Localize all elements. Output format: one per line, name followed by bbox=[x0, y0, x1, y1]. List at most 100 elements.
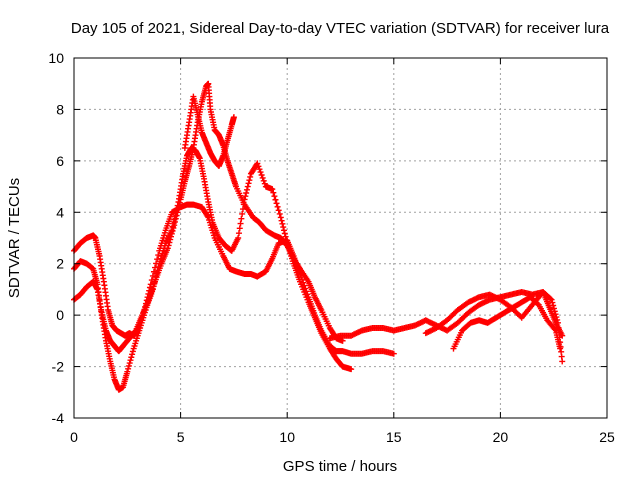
data-point bbox=[243, 186, 250, 193]
y-tick-label: 0 bbox=[56, 307, 64, 323]
data-point bbox=[547, 295, 554, 302]
data-point bbox=[559, 358, 566, 365]
data-point bbox=[554, 316, 561, 323]
data-point bbox=[257, 169, 264, 176]
series-trace-4 bbox=[181, 93, 237, 169]
data-point bbox=[170, 225, 177, 232]
data-point bbox=[274, 203, 281, 210]
data-point bbox=[255, 163, 262, 170]
data-point bbox=[550, 302, 557, 309]
x-tick-label: 10 bbox=[279, 429, 295, 445]
data-point bbox=[164, 245, 171, 252]
data-point bbox=[128, 354, 135, 361]
data-point bbox=[230, 114, 237, 121]
data-point bbox=[176, 202, 183, 209]
data-point bbox=[548, 296, 555, 303]
data-point bbox=[174, 209, 181, 216]
data-point bbox=[280, 224, 287, 231]
x-axis-label: GPS time / hours bbox=[283, 458, 397, 475]
data-point bbox=[155, 252, 162, 259]
data-point bbox=[165, 242, 172, 249]
x-tick-label: 5 bbox=[177, 429, 185, 445]
data-point bbox=[549, 299, 556, 306]
data-point bbox=[172, 218, 179, 225]
data-point bbox=[278, 217, 285, 224]
data-point bbox=[129, 348, 136, 355]
data-point bbox=[247, 173, 254, 180]
data-point bbox=[281, 230, 288, 237]
data-point bbox=[551, 326, 558, 333]
x-tick-label: 15 bbox=[386, 429, 402, 445]
y-tick-label: 4 bbox=[56, 204, 64, 220]
data-points bbox=[71, 80, 566, 393]
data-point bbox=[282, 233, 289, 240]
data-point bbox=[175, 206, 182, 213]
data-point bbox=[124, 368, 131, 375]
x-tick-label: 20 bbox=[493, 429, 509, 445]
data-point bbox=[277, 214, 284, 221]
data-point bbox=[273, 200, 280, 207]
y-axis-label: SDTVAR / TECUs bbox=[6, 178, 23, 298]
data-point bbox=[244, 183, 251, 190]
axis-ticks: 0 5 10 15 20 25 -4 -2 0 2 4 6 8 10 bbox=[48, 50, 615, 445]
series-trace-3 bbox=[71, 80, 346, 355]
data-point bbox=[204, 213, 211, 220]
chart-title: Day 105 of 2021, Sidereal Day-to-day VTE… bbox=[71, 20, 610, 37]
data-point bbox=[550, 305, 557, 312]
data-point bbox=[275, 207, 282, 214]
data-point bbox=[235, 235, 242, 241]
data-point bbox=[551, 308, 558, 315]
data-point bbox=[258, 172, 265, 178]
data-point bbox=[245, 180, 252, 187]
series-trace-7 bbox=[422, 289, 566, 365]
data-point bbox=[281, 227, 288, 234]
data-point bbox=[168, 233, 175, 240]
data-point bbox=[169, 227, 176, 234]
data-point bbox=[126, 360, 133, 367]
data-point bbox=[279, 220, 286, 227]
y-tick-label: 8 bbox=[56, 101, 64, 117]
data-point bbox=[173, 212, 180, 219]
data-point bbox=[166, 239, 173, 246]
data-point bbox=[552, 311, 559, 318]
y-tick-label: -2 bbox=[52, 359, 65, 375]
data-point bbox=[259, 174, 266, 181]
data-point bbox=[236, 225, 243, 232]
plot-frame bbox=[73, 57, 608, 419]
data-point bbox=[238, 215, 245, 222]
data-point bbox=[176, 199, 183, 206]
data-point bbox=[270, 189, 277, 196]
data-point bbox=[167, 236, 174, 243]
data-point bbox=[271, 193, 278, 200]
y-tick-label: 2 bbox=[56, 256, 64, 272]
data-point bbox=[129, 351, 136, 358]
data-point bbox=[125, 365, 132, 372]
data-point bbox=[272, 196, 279, 203]
data-point bbox=[242, 193, 249, 200]
data-point bbox=[125, 362, 132, 369]
y-tick-label: -4 bbox=[52, 410, 65, 426]
data-point bbox=[235, 230, 242, 237]
data-point bbox=[348, 366, 355, 373]
x-tick-label: 25 bbox=[599, 429, 615, 445]
data-point bbox=[269, 186, 276, 193]
data-point bbox=[553, 314, 560, 321]
data-point bbox=[171, 222, 178, 229]
data-point bbox=[261, 180, 268, 187]
x-tick-label: 0 bbox=[70, 429, 78, 445]
y-tick-label: 10 bbox=[48, 50, 64, 66]
data-point bbox=[237, 220, 244, 227]
data-point bbox=[390, 350, 397, 357]
data-point bbox=[127, 357, 134, 364]
data-point bbox=[339, 337, 346, 344]
data-point bbox=[243, 190, 250, 196]
y-tick-label: 6 bbox=[56, 153, 64, 169]
data-point bbox=[254, 160, 261, 167]
series-trace-2 bbox=[71, 145, 355, 393]
data-point bbox=[168, 230, 175, 237]
data-point bbox=[256, 166, 263, 173]
data-point bbox=[276, 210, 283, 217]
data-point bbox=[239, 210, 246, 217]
data-point bbox=[260, 177, 267, 184]
